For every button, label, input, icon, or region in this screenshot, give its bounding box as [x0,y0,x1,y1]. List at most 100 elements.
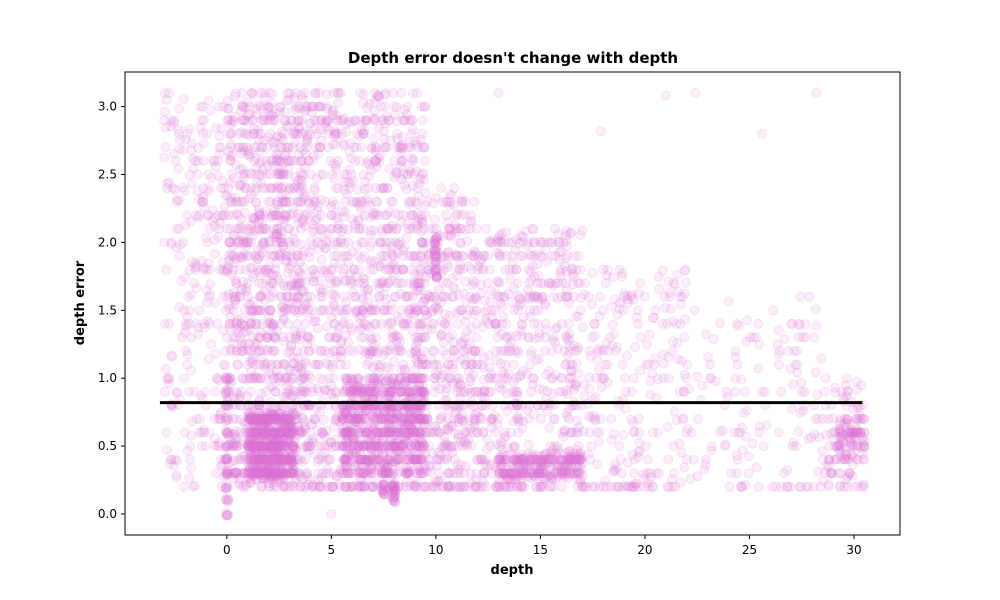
scatter-point [288,285,299,296]
scatter-point [389,155,400,166]
scatter-point [174,302,185,313]
scatter-point [184,386,195,397]
scatter-point [174,128,184,139]
scatter-point [311,142,321,153]
scatter-point [246,454,257,465]
scatter-point [252,318,262,329]
scatter-point [290,88,301,99]
scatter-point [212,318,223,329]
scatter-point [452,318,463,329]
scatter-point [174,251,185,261]
scatter-point [269,115,280,126]
scatter-point [256,142,267,153]
scatter-point [247,272,258,283]
scatter-point [240,481,251,492]
scatter-point [388,373,399,384]
scatter-point [164,458,175,469]
scatter-point [167,351,178,362]
scatter-point [557,427,568,438]
scatter-point [194,413,205,424]
scatter-point [270,332,280,343]
scatter-point [346,153,357,164]
scatter-point [308,433,319,444]
scatter-point [188,154,199,164]
scatter-point [413,318,424,329]
scatter-point [309,185,320,195]
scatter-point [328,251,339,261]
scatter-point [225,177,236,188]
scatter-point [419,305,430,316]
scatter-point [228,441,239,452]
scatter-point [270,386,281,397]
scatter-point [379,126,389,137]
scatter-point [241,286,252,297]
scatter-point [232,324,243,335]
scatter-point [362,196,373,207]
scatter-point [218,359,229,370]
scatter-point [242,223,253,234]
scatter-point [240,427,251,438]
scatter-point [288,352,299,363]
scatter-point [370,145,381,156]
scatter-point [561,408,572,418]
scatter-point [569,251,580,261]
scatter-point [499,427,510,438]
scatter-point [186,463,197,474]
scatter-point [300,148,311,159]
scatter-point [480,314,491,324]
scatter-point [246,169,257,180]
scatter-point [364,98,375,109]
scatter-point [278,169,288,180]
scatter-point [241,479,251,490]
scatter-point [196,427,207,438]
scatter-point [202,316,213,326]
scatter-point [508,470,519,481]
scatter-point [354,264,365,275]
scatter-point [406,251,417,261]
scatter-point [490,427,501,438]
scatter-point [192,169,203,180]
scatter-point [447,329,457,340]
scatter-point [300,221,311,231]
scatter-point [249,212,260,223]
scatter-point [184,318,194,329]
scatter-point [262,142,272,153]
scatter-point [231,466,242,477]
scatter-point [206,339,217,350]
scatter-point [249,454,260,465]
scatter-point [198,201,209,212]
scatter-point [413,269,424,280]
scatter-point [194,194,205,205]
scatter-point [572,415,582,426]
scatter-point [290,171,301,182]
scatter-point [338,386,349,397]
scatter-point [288,233,299,244]
scatter-point [368,115,379,126]
scatter-point [346,468,357,479]
scatter-point [440,349,451,360]
scatter-point [196,441,207,452]
scatter-point [266,210,277,221]
scatter-point [358,89,369,100]
scatter-point [430,214,440,225]
scatter-point [354,312,365,323]
scatter-point [171,196,182,207]
scatter-point [216,123,227,134]
scatter-point [162,178,173,189]
scatter-point [186,145,197,156]
scatter-point [399,179,410,190]
scatter-point [179,373,189,384]
scatter-point [186,365,196,376]
scatter-point [197,101,208,112]
scatter-point [210,234,220,245]
scatter-point [218,291,229,302]
scatter-point [455,380,466,391]
scatter-point [494,278,505,289]
scatter-point [458,251,469,261]
scatter-point [422,413,433,424]
scatter-point [160,142,171,153]
scatter-point [225,128,236,139]
scatter-point [434,427,445,438]
scatter-point [514,238,524,249]
scatter-point [186,290,197,300]
